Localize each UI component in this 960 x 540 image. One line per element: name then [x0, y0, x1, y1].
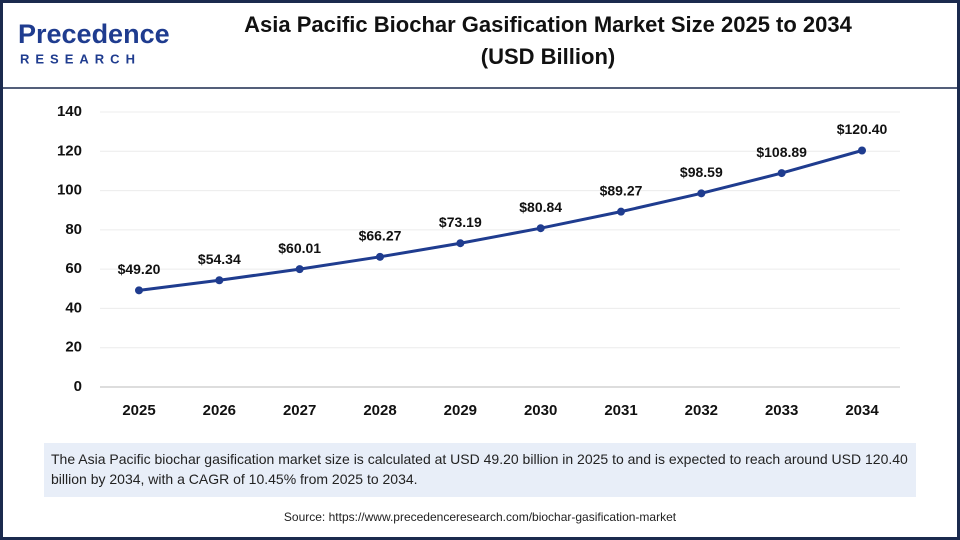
value-label: $120.40: [837, 121, 888, 137]
x-tick-label: 2028: [363, 402, 396, 419]
y-tick-label: 100: [57, 182, 82, 199]
x-tick-label: 2032: [685, 402, 718, 419]
source: Source: https://www.precedenceresearch.c…: [283, 510, 677, 524]
value-label: $66.27: [359, 228, 402, 244]
logo-name: Precedence: [18, 19, 170, 49]
point: [295, 265, 304, 274]
description: The Asia Pacific biochar gasification ma…: [44, 443, 916, 497]
y-tick-label: 60: [65, 260, 82, 277]
logo-sub: RESEARCH: [20, 51, 141, 66]
x-tick-label: 2030: [524, 402, 557, 419]
value-label: $89.27: [600, 182, 643, 198]
point: [617, 207, 625, 216]
value-label: $60.01: [278, 240, 321, 256]
y-tick-label: 0: [74, 378, 82, 395]
value-label: $49.20: [118, 261, 161, 277]
x-tick-label: 2025: [122, 402, 155, 419]
point: [215, 276, 224, 285]
value-label: $73.19: [439, 214, 482, 230]
point: [858, 146, 866, 155]
y-tick-label: 140: [57, 103, 82, 120]
x-tick-label: 2026: [203, 402, 236, 419]
point: [456, 239, 465, 248]
point: [536, 224, 545, 233]
value-label: $54.34: [198, 251, 241, 267]
value-label: $80.84: [519, 199, 562, 215]
point: [376, 252, 384, 261]
y-tick-label: 40: [65, 299, 82, 316]
x-tick-label: 2027: [283, 402, 316, 419]
point: [777, 169, 786, 178]
value-label: $98.59: [680, 164, 723, 180]
y-tick-label: 80: [65, 221, 82, 238]
x-tick-label: 2031: [604, 402, 637, 419]
chart-title: Asia Pacific Biochar Gasification Market…: [244, 12, 852, 37]
value-label: $108.89: [756, 144, 807, 160]
x-tick-label: 2034: [845, 402, 879, 419]
y-tick-label: 20: [65, 339, 82, 356]
y-tick-label: 120: [57, 142, 82, 159]
point: [697, 189, 706, 198]
x-tick-label: 2033: [765, 402, 798, 419]
line: [138, 149, 863, 292]
chart-title: (USD Billion): [481, 44, 615, 69]
x-tick-label: 2029: [444, 402, 477, 419]
point: [135, 286, 143, 295]
